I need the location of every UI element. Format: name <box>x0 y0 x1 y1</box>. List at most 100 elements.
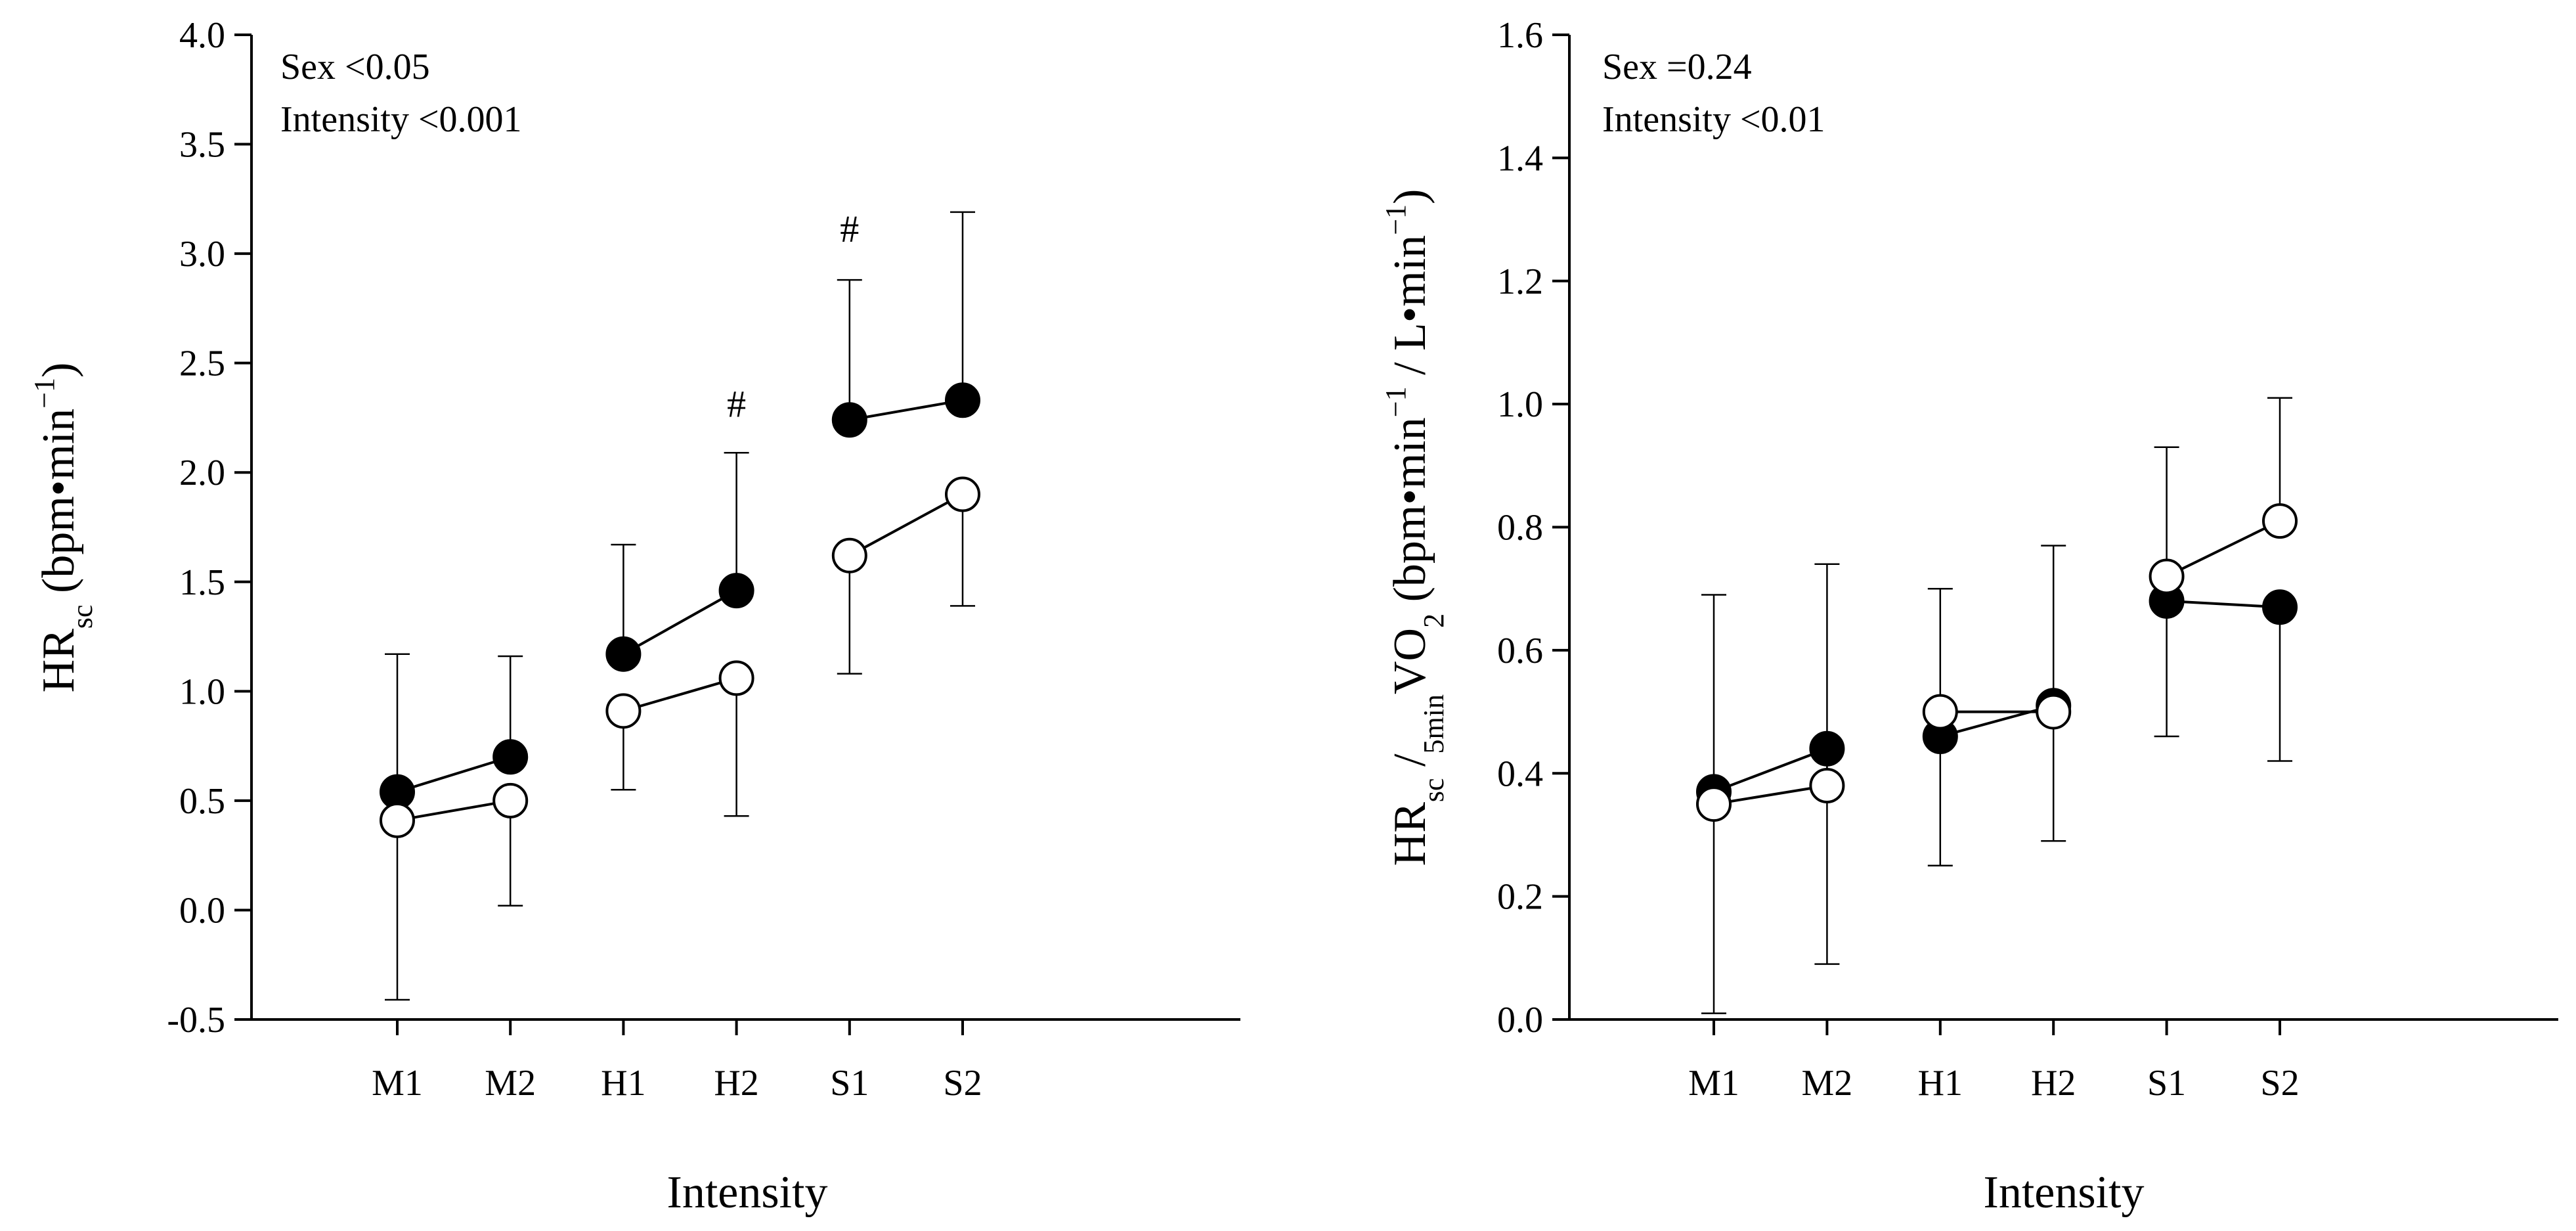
x-ticks: M1 M2 H1 H2 S1 S2 <box>372 1019 982 1104</box>
open-data-point <box>1696 786 1732 822</box>
open-data-point <box>718 660 754 696</box>
significance-marker: # <box>727 383 746 426</box>
y-tick-label: 1.0 <box>179 671 225 712</box>
x-tick-label: M1 <box>1688 1063 1739 1104</box>
filled-data-point <box>492 739 529 775</box>
y-axis-title-sub-sc: sc <box>1418 778 1450 802</box>
open-data-point <box>945 476 980 512</box>
y-tick-label: 0.5 <box>179 781 225 822</box>
x-tick-label: H1 <box>1918 1063 1963 1104</box>
filled-series-segment <box>622 589 737 656</box>
y-tick-label: 2.5 <box>179 344 225 384</box>
y-axis-title-close: ) <box>1385 189 1435 204</box>
y-axis-title-vo: VO <box>1385 628 1435 694</box>
x-tick-label: S1 <box>2147 1063 2186 1104</box>
x-tick-label: S2 <box>2260 1063 2299 1104</box>
y-axis-title: HRsc (bpm•min−1) <box>28 363 98 693</box>
y-axis-title-unit: (bpm•min <box>1385 417 1435 614</box>
significance-marker: # <box>840 208 859 250</box>
x-tick-label: M2 <box>1802 1063 1853 1104</box>
chart-panel-left: -0.5 0.0 0.5 1.0 1.5 2.0 2.5 3.0 3.5 4.0 M1 M2 H1 H2… <box>28 15 1240 1218</box>
filled-data-point <box>945 382 980 418</box>
stat-annotation-sex: Sex =0.24 <box>1602 47 1752 87</box>
y-tick-label: 0.0 <box>179 890 225 931</box>
y-ticks: 0.0 0.2 0.4 0.6 0.8 1.0 1.2 1.4 1.6 <box>1497 15 1569 1041</box>
open-series-segment <box>622 677 737 713</box>
y-axis-title-unit-2: / L•min <box>1385 235 1435 387</box>
y-tick-label: 0.8 <box>1497 508 1543 548</box>
y-axis-title-sub: sc <box>66 604 98 629</box>
open-data-point <box>1922 694 1958 730</box>
x-tick-label: M1 <box>372 1063 423 1104</box>
x-ticks: M1 M2 H1 H2 S1 S2 <box>1688 1019 2300 1104</box>
x-tick-label: S1 <box>830 1063 869 1104</box>
open-series-segment <box>397 799 511 822</box>
filled-series-segment <box>1713 747 1828 794</box>
series-lines <box>397 399 963 822</box>
error-bars <box>385 211 975 1001</box>
open-data-point <box>2149 558 2185 594</box>
x-axis-title: Intensity <box>667 1167 828 1218</box>
open-series-segment <box>848 493 963 557</box>
y-tick-label: 1.6 <box>1497 15 1543 56</box>
open-series-segment <box>2166 520 2281 578</box>
open-data-point <box>831 537 867 573</box>
x-tick-label: H1 <box>601 1063 645 1104</box>
stat-annotation-intensity: Intensity <0.001 <box>280 99 522 140</box>
y-axis-title-close: ) <box>33 363 84 378</box>
y-axis-title-sup: −1 <box>28 378 60 409</box>
chart-panel-right: 0.0 0.2 0.4 0.6 0.8 1.0 1.2 1.4 1.6 M1 M2 H1 H2 S1 S2… <box>1380 15 2558 1218</box>
filled-data-point <box>605 636 642 672</box>
y-tick-label: 4.0 <box>179 15 225 56</box>
filled-data-point <box>1809 730 1845 767</box>
y-tick-label: 3.5 <box>179 125 225 166</box>
open-series-segment <box>1713 784 1827 806</box>
x-tick-label: H2 <box>2031 1063 2076 1104</box>
y-axis-title-sup-1: −1 <box>1380 386 1412 417</box>
stat-annotation-intensity: Intensity <0.01 <box>1602 99 1825 140</box>
data-points <box>380 382 980 838</box>
filled-series-segment <box>397 755 511 794</box>
y-tick-label: 0.2 <box>1497 877 1543 918</box>
open-data-point <box>1809 767 1845 803</box>
y-axis-title-hr: HR <box>1385 802 1435 866</box>
x-tick-label: M2 <box>485 1063 536 1104</box>
y-tick-label: 3.0 <box>179 234 225 275</box>
y-tick-label: 0.6 <box>1497 631 1543 671</box>
series-lines <box>1713 520 2281 806</box>
y-tick-label: 1.2 <box>1497 261 1543 302</box>
y-axis-title-main: HR <box>33 629 84 693</box>
y-tick-label: 1.0 <box>1497 384 1543 425</box>
y-axis-title: HRsc /5minVO2 (bpm•min−1 / L•min−1) <box>1380 189 1450 866</box>
open-data-point <box>2262 503 2298 539</box>
y-tick-label: 0.4 <box>1497 753 1543 794</box>
filled-data-point <box>831 402 867 438</box>
error-bars <box>1701 397 2292 1014</box>
data-points <box>1696 503 2298 822</box>
y-axis-title-sub-5min: 5min <box>1418 694 1450 753</box>
x-tick-label: S2 <box>943 1063 982 1104</box>
filled-series-segment <box>2166 599 2281 609</box>
y-axis-title-sub-2: 2 <box>1418 614 1450 628</box>
y-tick-label: 2.0 <box>179 453 225 493</box>
y-tick-label: -0.5 <box>167 1000 225 1041</box>
filled-data-point <box>2262 589 2298 625</box>
stat-annotation-sex: Sex <0.05 <box>280 47 430 87</box>
open-data-point <box>605 693 642 729</box>
y-ticks: -0.5 0.0 0.5 1.0 1.5 2.0 2.5 3.0 3.5 4.0 <box>167 15 251 1041</box>
x-tick-label: H2 <box>714 1063 758 1104</box>
y-axis-title-sup-2: −1 <box>1380 204 1412 235</box>
x-axis-title: Intensity <box>1984 1167 2145 1218</box>
y-tick-label: 0.0 <box>1497 1000 1543 1041</box>
filled-series-segment <box>849 399 963 422</box>
open-data-point <box>492 782 529 818</box>
y-tick-label: 1.5 <box>179 562 225 603</box>
significance-markers: ## <box>727 208 859 425</box>
y-axis-title-slash: / <box>1385 753 1435 778</box>
open-data-point <box>2036 694 2072 730</box>
y-tick-label: 1.4 <box>1497 138 1543 179</box>
open-data-point <box>380 802 415 838</box>
y-axis-title-unit: (bpm•min <box>33 409 84 605</box>
filled-data-point <box>718 573 754 609</box>
